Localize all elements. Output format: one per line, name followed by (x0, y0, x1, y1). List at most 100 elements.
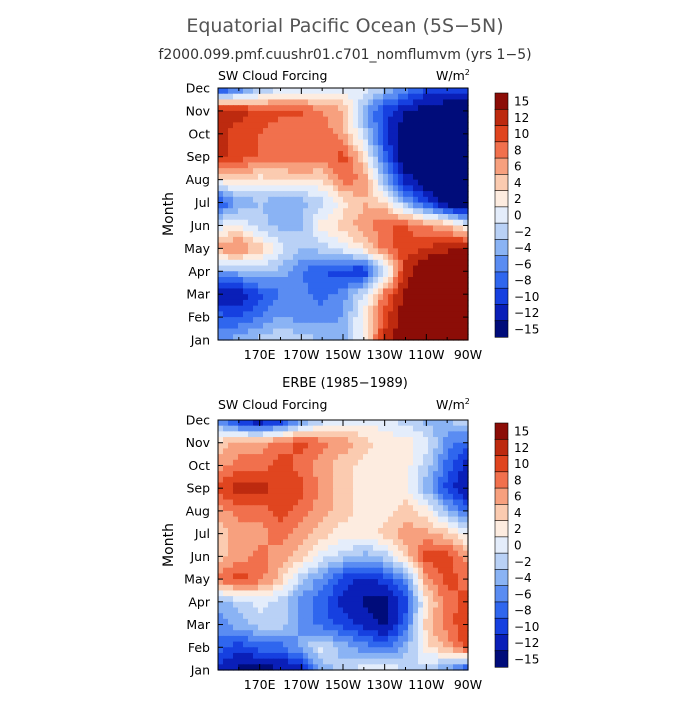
heatmap-cell (378, 448, 384, 455)
heatmap-cell (388, 641, 394, 648)
heatmap-cell (413, 133, 419, 141)
heatmap-cell (223, 271, 229, 278)
heatmap-cell (413, 499, 419, 506)
heatmap-cell (413, 185, 419, 192)
heatmap-cell (253, 236, 259, 244)
heatmap-cell (243, 527, 249, 535)
heatmap-cell (253, 658, 259, 665)
heatmap-cell (323, 471, 329, 478)
heatmap-cell (403, 282, 409, 290)
heatmap-cell (443, 265, 449, 272)
heatmap-cell (393, 459, 399, 467)
heatmap-cell (218, 236, 224, 244)
heatmap-cell (233, 499, 239, 506)
heatmap-cell (263, 567, 269, 575)
heatmap-cell (333, 562, 339, 569)
heatmap-cell (253, 179, 259, 186)
heatmap-cell (308, 635, 314, 643)
heatmap-cell (218, 522, 224, 529)
heatmap-cell (363, 248, 369, 255)
heatmap-cell (408, 151, 414, 158)
heatmap-cell (233, 88, 239, 95)
heatmap-cell (288, 601, 294, 609)
heatmap-cell (238, 573, 244, 580)
heatmap-cell (283, 499, 289, 506)
heatmap-cell (393, 259, 399, 267)
heatmap-cell (343, 527, 349, 535)
heatmap-cell (283, 105, 289, 112)
heatmap-cell (293, 658, 299, 665)
heatmap-cell (353, 516, 359, 523)
heatmap-cell (358, 539, 364, 546)
colorbar-label: −8 (514, 604, 532, 618)
heatmap-cell (313, 288, 319, 295)
heatmap-cell (268, 116, 274, 123)
heatmap-cell (278, 527, 284, 535)
heatmap-cell (318, 305, 324, 312)
heatmap-cell (438, 105, 444, 112)
heatmap-cell (278, 647, 284, 654)
heatmap-cell (338, 225, 344, 232)
heatmap-cell (263, 116, 269, 123)
heatmap-cell (333, 635, 339, 643)
heatmap-cell (428, 624, 434, 631)
heatmap-cell (403, 573, 409, 580)
heatmap-cell (333, 317, 339, 324)
heatmap-cell (438, 590, 444, 597)
heatmap-cell (378, 618, 384, 626)
heatmap-cell (263, 476, 269, 484)
heatmap-cell (428, 641, 434, 648)
heatmap-cell (233, 437, 239, 444)
heatmap-cell (223, 499, 229, 506)
heatmap-cell (268, 476, 274, 484)
heatmap-cell (258, 277, 264, 284)
heatmap-cell (243, 647, 249, 654)
heatmap-cell (453, 322, 459, 330)
heatmap-cell (298, 505, 304, 512)
heatmap-cell (418, 579, 424, 586)
heatmap-cell (238, 299, 244, 307)
heatmap-cell (263, 664, 269, 671)
heatmap-cell (248, 299, 254, 307)
heatmap-cell (223, 505, 229, 512)
heatmap-cell (258, 567, 264, 575)
heatmap-cell (258, 579, 264, 586)
heatmap-cell (293, 431, 299, 438)
heatmap-cell (308, 647, 314, 654)
heatmap-cell (393, 499, 399, 506)
heatmap-cell (413, 311, 419, 318)
heatmap-cell (308, 248, 314, 255)
heatmap-cell (368, 425, 374, 432)
heatmap-cell (408, 471, 414, 478)
heatmap-cell (458, 334, 464, 341)
heatmap-cell (413, 219, 419, 227)
heatmap-cell (373, 550, 379, 557)
heatmap-cell (383, 231, 389, 238)
heatmap-cell (293, 145, 299, 152)
heatmap-cell (443, 128, 449, 135)
heatmap-cell (353, 322, 359, 330)
heatmap-cell (323, 133, 329, 141)
heatmap-cell (373, 328, 379, 335)
heatmap-cell (243, 664, 249, 671)
heatmap-cell (333, 110, 339, 118)
heatmap-cell (458, 431, 464, 438)
heatmap-cell (393, 317, 399, 324)
heatmap-cell (233, 420, 239, 427)
heatmap-cell (238, 317, 244, 324)
heatmap-cell (418, 590, 424, 597)
heatmap-cell (283, 185, 289, 192)
heatmap-cell (413, 93, 419, 101)
heatmap-cell (228, 647, 234, 654)
heatmap-cell (288, 322, 294, 330)
heatmap-cell (268, 505, 274, 512)
heatmap-cell (298, 185, 304, 192)
heatmap-cell (323, 128, 329, 135)
heatmap-cell (308, 476, 314, 484)
heatmap-cell (368, 550, 374, 557)
heatmap-cell (218, 584, 224, 592)
heatmap-cell (458, 425, 464, 432)
heatmap-cell (458, 282, 464, 290)
heatmap-cell (303, 151, 309, 158)
heatmap-cell (333, 658, 339, 665)
